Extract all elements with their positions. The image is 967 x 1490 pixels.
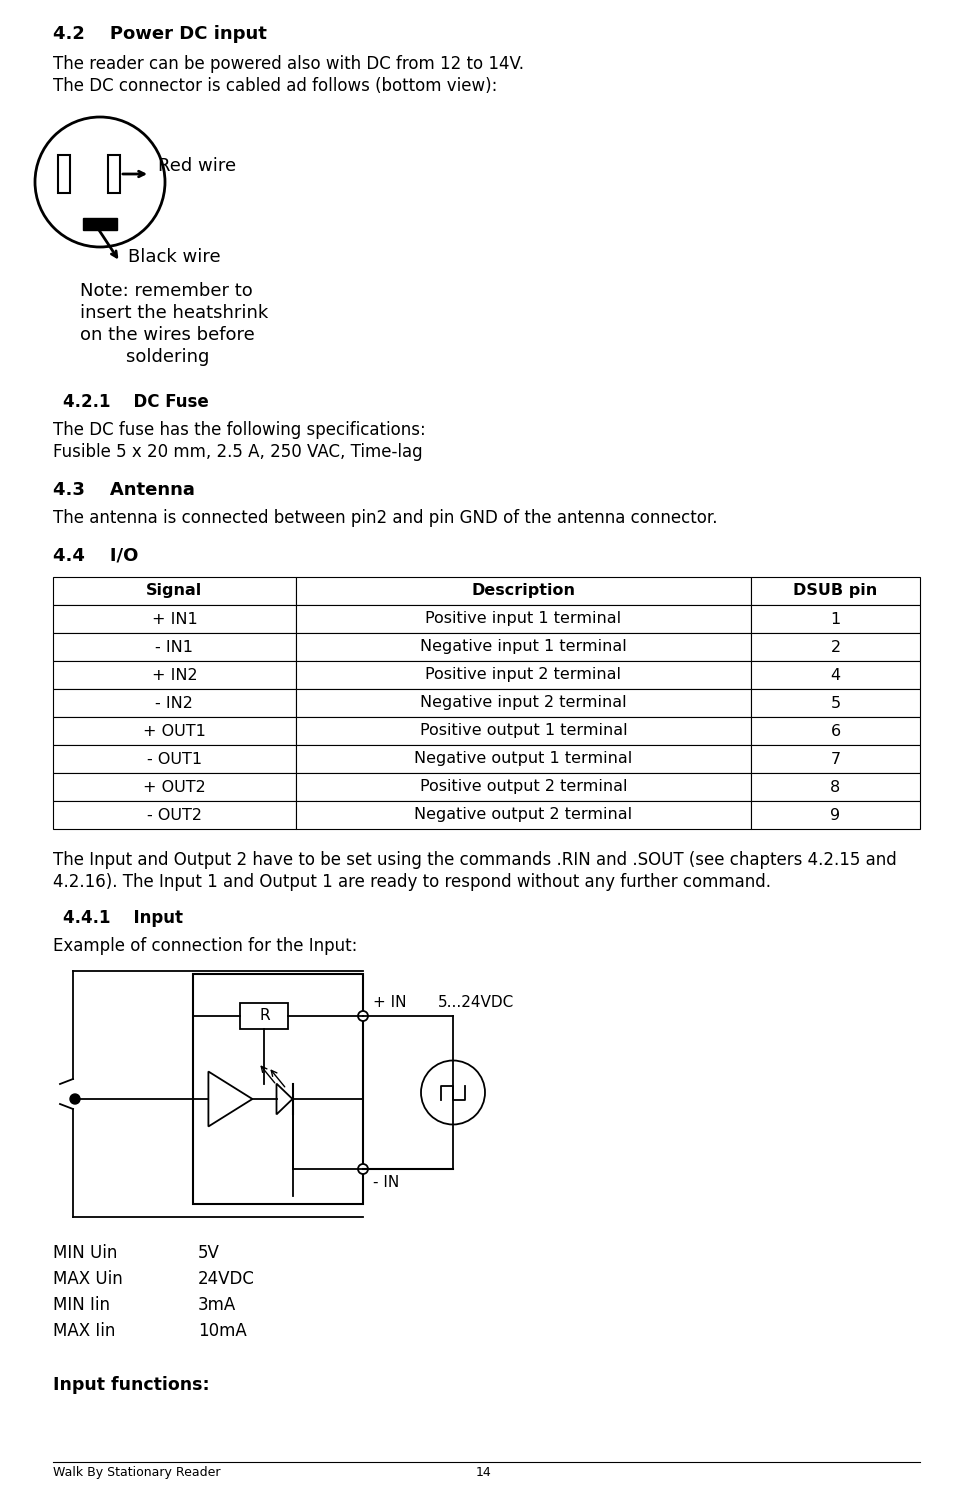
Bar xyxy=(53,688,296,717)
Polygon shape xyxy=(277,1083,292,1115)
Text: 2: 2 xyxy=(831,639,840,654)
Text: 4.2    Power DC input: 4.2 Power DC input xyxy=(53,25,267,43)
Bar xyxy=(108,155,120,194)
Text: Red wire: Red wire xyxy=(158,156,236,174)
Bar xyxy=(751,717,920,745)
Bar xyxy=(751,662,920,688)
Text: MIN Uin: MIN Uin xyxy=(53,1244,117,1262)
Text: 4.2.16). The Input 1 and Output 1 are ready to respond without any further comma: 4.2.16). The Input 1 and Output 1 are re… xyxy=(53,873,771,891)
Circle shape xyxy=(358,1012,368,1021)
Text: 4.4    I/O: 4.4 I/O xyxy=(53,547,138,565)
Bar xyxy=(53,802,296,828)
Text: R: R xyxy=(259,1009,270,1024)
Text: MAX Iin: MAX Iin xyxy=(53,1322,115,1340)
Text: Negative output 2 terminal: Negative output 2 terminal xyxy=(414,808,632,822)
Text: MAX Uin: MAX Uin xyxy=(53,1269,123,1287)
Bar xyxy=(296,773,751,802)
Text: + IN: + IN xyxy=(373,995,406,1010)
Bar xyxy=(296,717,751,745)
Text: 5V: 5V xyxy=(198,1244,220,1262)
Text: 10mA: 10mA xyxy=(198,1322,247,1340)
Bar xyxy=(296,745,751,773)
Text: 7: 7 xyxy=(831,751,840,766)
Text: - IN2: - IN2 xyxy=(156,696,193,711)
Text: - IN: - IN xyxy=(373,1176,399,1191)
Text: 5...24VDC: 5...24VDC xyxy=(438,995,514,1010)
Text: Black wire: Black wire xyxy=(128,247,220,267)
Text: Positive input 1 terminal: Positive input 1 terminal xyxy=(425,611,622,626)
Bar xyxy=(53,577,296,605)
Text: soldering: soldering xyxy=(80,349,210,367)
Bar xyxy=(53,745,296,773)
Bar xyxy=(53,662,296,688)
Text: 4.2.1    DC Fuse: 4.2.1 DC Fuse xyxy=(63,393,209,411)
Polygon shape xyxy=(209,1071,252,1126)
Bar xyxy=(751,688,920,717)
Text: 6: 6 xyxy=(831,724,840,739)
Text: Negative output 1 terminal: Negative output 1 terminal xyxy=(414,751,632,766)
Text: DSUB pin: DSUB pin xyxy=(793,584,878,599)
Bar xyxy=(751,802,920,828)
Text: Positive output 1 terminal: Positive output 1 terminal xyxy=(420,724,628,739)
Text: MIN Iin: MIN Iin xyxy=(53,1296,110,1314)
Text: 3mA: 3mA xyxy=(198,1296,236,1314)
Text: 14: 14 xyxy=(476,1466,491,1480)
Text: The DC fuse has the following specifications:: The DC fuse has the following specificat… xyxy=(53,422,425,440)
Text: insert the heatshrink: insert the heatshrink xyxy=(80,304,268,322)
Bar xyxy=(193,974,363,1204)
Text: Description: Description xyxy=(471,584,575,599)
Bar xyxy=(83,218,117,229)
Text: The Input and Output 2 have to be set using the commands .RIN and .SOUT (see cha: The Input and Output 2 have to be set us… xyxy=(53,851,896,869)
Text: 4: 4 xyxy=(831,668,840,682)
Text: Example of connection for the Input:: Example of connection for the Input: xyxy=(53,937,358,955)
Text: Positive input 2 terminal: Positive input 2 terminal xyxy=(425,668,622,682)
Text: 4.3    Antenna: 4.3 Antenna xyxy=(53,481,195,499)
Text: 4.4.1    Input: 4.4.1 Input xyxy=(63,909,183,927)
Bar xyxy=(296,633,751,662)
Text: Fusible 5 x 20 mm, 2.5 A, 250 VAC, Time-lag: Fusible 5 x 20 mm, 2.5 A, 250 VAC, Time-… xyxy=(53,443,423,460)
Bar xyxy=(296,577,751,605)
Text: - OUT1: - OUT1 xyxy=(147,751,202,766)
Text: 1: 1 xyxy=(831,611,840,626)
Text: The antenna is connected between pin2 and pin GND of the antenna connector.: The antenna is connected between pin2 an… xyxy=(53,510,718,527)
Text: Walk By Stationary Reader: Walk By Stationary Reader xyxy=(53,1466,220,1480)
Bar xyxy=(751,577,920,605)
Bar xyxy=(296,605,751,633)
Bar xyxy=(751,605,920,633)
Text: + IN2: + IN2 xyxy=(152,668,197,682)
Text: on the wires before: on the wires before xyxy=(80,326,254,344)
Bar xyxy=(751,745,920,773)
Text: The reader can be powered also with DC from 12 to 14V.: The reader can be powered also with DC f… xyxy=(53,55,524,73)
Text: Note: remember to: Note: remember to xyxy=(80,282,252,299)
Bar xyxy=(751,773,920,802)
Text: Negative input 1 terminal: Negative input 1 terminal xyxy=(420,639,627,654)
Bar xyxy=(53,773,296,802)
Text: 8: 8 xyxy=(831,779,840,794)
Text: Signal: Signal xyxy=(146,584,202,599)
Bar xyxy=(296,662,751,688)
Circle shape xyxy=(358,1164,368,1174)
Bar xyxy=(241,1003,288,1030)
Bar xyxy=(58,155,70,194)
Bar xyxy=(751,633,920,662)
Text: 24VDC: 24VDC xyxy=(198,1269,255,1287)
Bar xyxy=(296,802,751,828)
Text: The DC connector is cabled ad follows (bottom view):: The DC connector is cabled ad follows (b… xyxy=(53,77,497,95)
Text: 9: 9 xyxy=(831,808,840,822)
Circle shape xyxy=(70,1094,80,1104)
Text: + OUT1: + OUT1 xyxy=(143,724,206,739)
Bar xyxy=(53,633,296,662)
Text: - IN1: - IN1 xyxy=(156,639,193,654)
Text: Negative input 2 terminal: Negative input 2 terminal xyxy=(420,696,627,711)
Bar xyxy=(53,605,296,633)
Text: 5: 5 xyxy=(831,696,840,711)
Circle shape xyxy=(421,1061,485,1125)
Bar xyxy=(53,717,296,745)
Text: - OUT2: - OUT2 xyxy=(147,808,202,822)
Text: Input functions:: Input functions: xyxy=(53,1375,210,1395)
Text: + IN1: + IN1 xyxy=(152,611,197,626)
Bar xyxy=(296,688,751,717)
Text: + OUT2: + OUT2 xyxy=(143,779,206,794)
Text: Positive output 2 terminal: Positive output 2 terminal xyxy=(420,779,627,794)
